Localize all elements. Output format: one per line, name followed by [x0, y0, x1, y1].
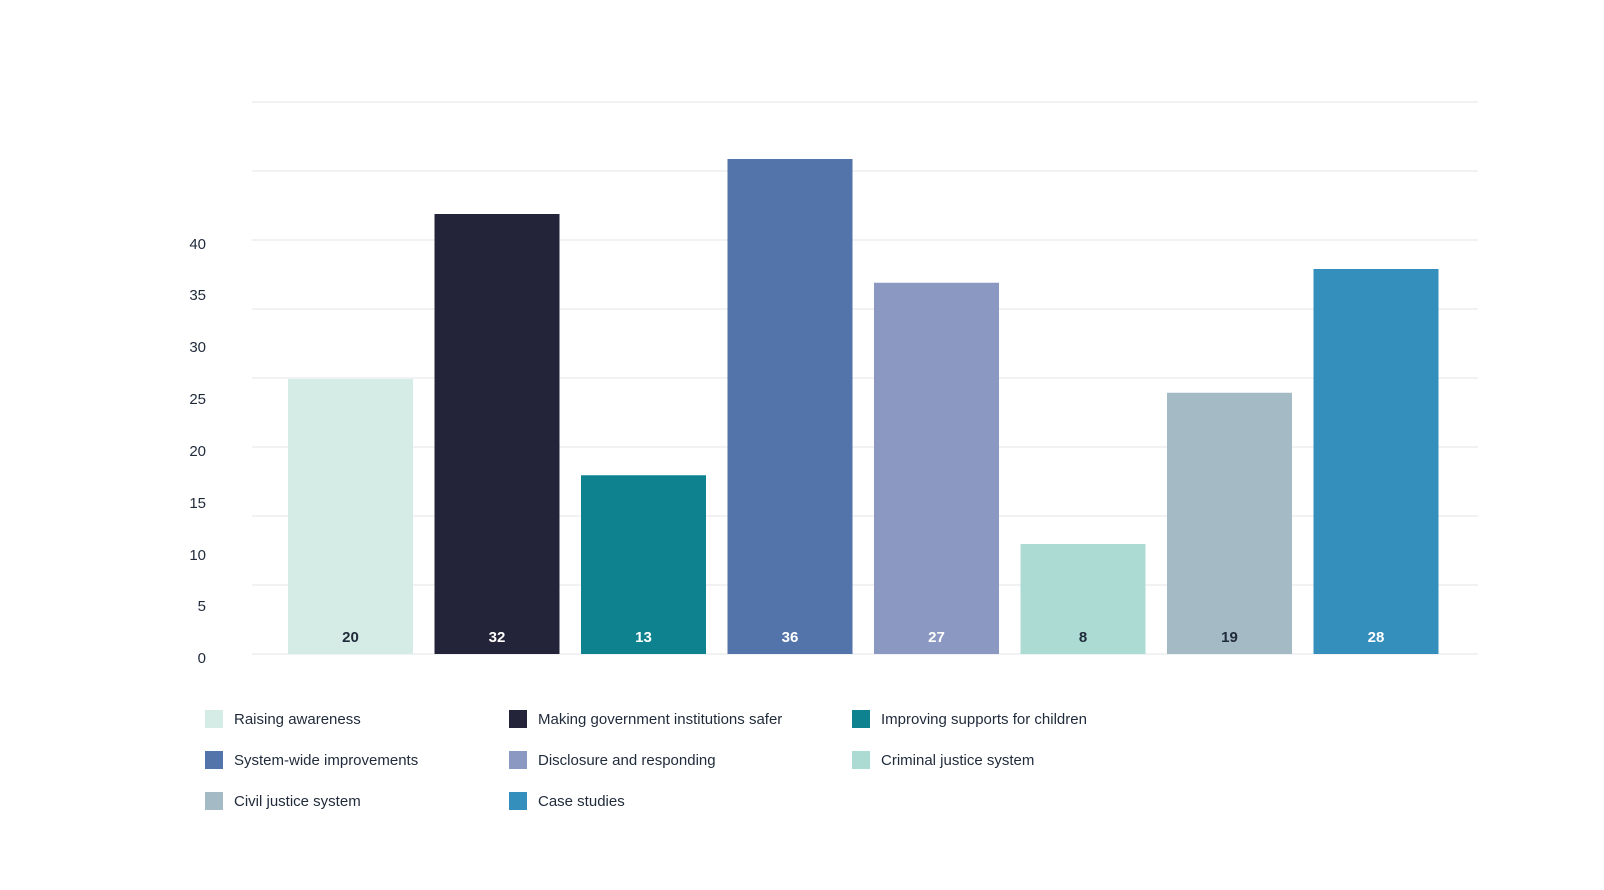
bar-value-label: 28	[1368, 629, 1385, 646]
legend-item: Case studies	[509, 792, 852, 810]
legend-item: Improving supports for children	[852, 710, 1212, 728]
legend-swatch	[205, 710, 223, 728]
legend-swatch	[509, 792, 527, 810]
legend-item: Civil justice system	[205, 792, 509, 810]
legend-swatch	[509, 710, 527, 728]
bar-value-label: 36	[782, 629, 799, 646]
y-tick-label: 35	[189, 287, 206, 304]
y-tick-label: 20	[189, 443, 206, 460]
bar-civil-justice-system	[1167, 392, 1292, 654]
bars	[288, 159, 1439, 654]
legend-item: Raising awareness	[205, 710, 509, 728]
bar-value-label: 8	[1079, 629, 1087, 646]
bar-value-labels: 20 32 13 36 27 8 19 28	[342, 629, 1384, 646]
bar-value-label: 19	[1221, 629, 1238, 646]
y-tick-label: 0	[198, 650, 206, 667]
legend-swatch	[852, 710, 870, 728]
y-axis-ticks: 0 5 10 15 20 25 30 35 40	[189, 236, 206, 667]
bar-improving-supports-for-children	[581, 475, 706, 654]
bar-value-label: 32	[489, 629, 506, 646]
bar-value-label: 20	[342, 629, 359, 646]
legend-label: Improving supports for children	[881, 710, 1087, 728]
legend-item: Criminal justice system	[852, 751, 1212, 769]
legend-swatch	[205, 792, 223, 810]
legend-label: Making government institutions safer	[538, 710, 783, 728]
bar-value-label: 27	[928, 629, 945, 646]
bar-case-studies	[1313, 269, 1439, 654]
bar-criminal-justice-system	[1020, 544, 1146, 654]
legend-label: System-wide improvements	[234, 751, 419, 769]
y-tick-label: 15	[189, 495, 206, 512]
legend-item: Disclosure and responding	[509, 751, 852, 769]
legend: Raising awareness Making government insti…	[205, 710, 1305, 810]
y-tick-label: 30	[189, 339, 206, 356]
y-tick-label: 10	[189, 547, 206, 564]
legend-label: Case studies	[538, 792, 625, 810]
y-tick-label: 40	[189, 236, 206, 253]
legend-item: System-wide improvements	[205, 751, 509, 769]
legend-swatch	[205, 751, 223, 769]
legend-label: Disclosure and responding	[538, 751, 716, 769]
y-tick-label: 5	[198, 598, 206, 615]
legend-label: Civil justice system	[234, 792, 361, 810]
bar-raising-awareness	[288, 379, 413, 654]
bar-system-wide-improvements	[727, 159, 853, 654]
bar-disclosure-and-responding	[874, 282, 999, 654]
legend-item: Making government institutions safer	[509, 710, 852, 728]
legend-swatch	[852, 751, 870, 769]
y-tick-label: 25	[189, 391, 206, 408]
bar-making-government-institutions-safer	[434, 214, 560, 654]
legend-swatch	[509, 751, 527, 769]
bar-value-label: 13	[635, 629, 652, 646]
legend-label: Criminal justice system	[881, 751, 1035, 769]
legend-label: Raising awareness	[234, 710, 361, 728]
